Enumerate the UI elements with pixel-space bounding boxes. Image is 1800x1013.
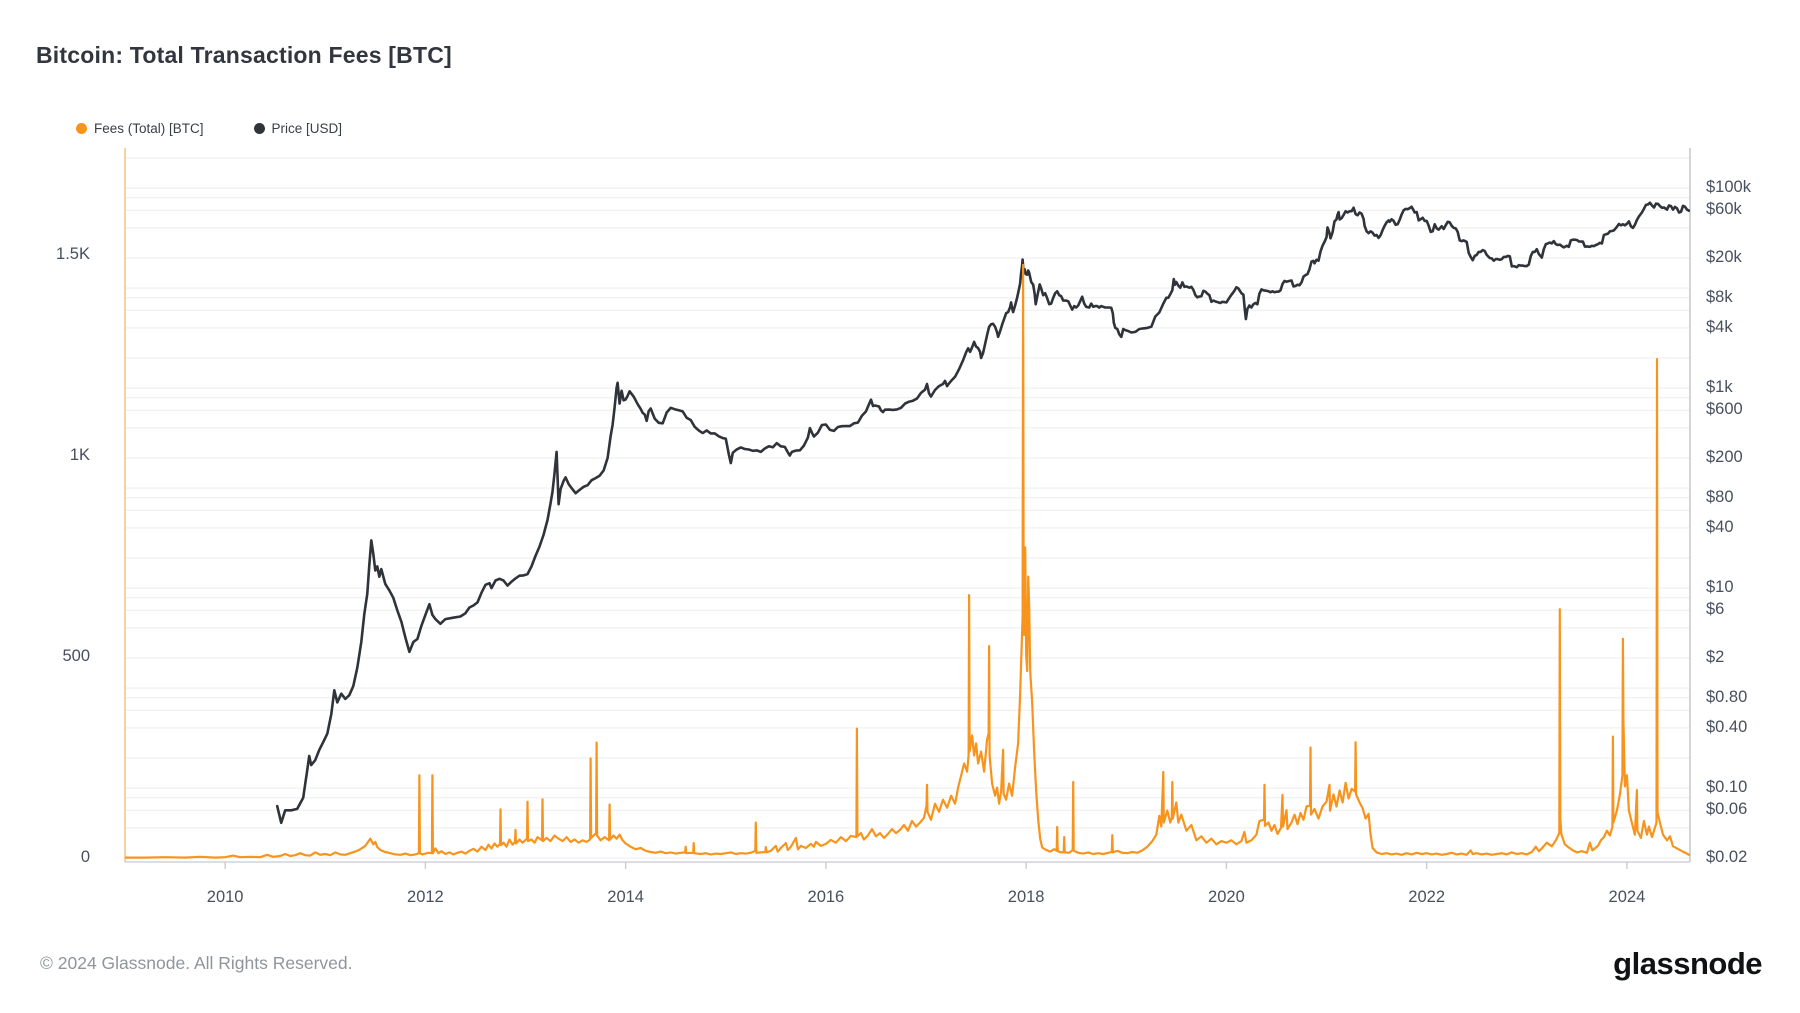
right-axis-tick-label: $2 (1706, 648, 1725, 666)
plot-area[interactable] (125, 148, 1690, 862)
x-axis-tick-label: 2024 (1608, 888, 1646, 906)
fees-series-dot-icon (76, 123, 87, 134)
legend-label-price: Price [USD] (271, 121, 343, 136)
right-axis-tick-label: $100k (1706, 178, 1751, 197)
right-axis-tick-label: $80 (1706, 487, 1734, 506)
right-axis-tick-label: $20k (1706, 248, 1742, 266)
right-axis-tick-label: $4k (1706, 317, 1733, 336)
right-axis-tick-label: $0.06 (1706, 800, 1748, 819)
right-axis-tick-label: $600 (1706, 400, 1743, 419)
legend-item-fees[interactable]: Fees (Total) [BTC] (76, 121, 204, 136)
x-axis-tick-label: 2010 (206, 888, 244, 906)
price-series-line (275, 201, 1690, 825)
x-axis-tick-label: 2018 (1007, 888, 1045, 906)
right-axis-tick-label: $200 (1706, 448, 1743, 466)
chart-title: Bitcoin: Total Transaction Fees [BTC] (36, 42, 452, 68)
legend-item-price[interactable]: Price [USD] (253, 121, 343, 136)
right-axis-tick-label: $1k (1706, 378, 1733, 397)
legend: Fees (Total) [BTC] Price [USD] (76, 121, 342, 136)
right-axis-tick-label: $0.40 (1706, 717, 1748, 736)
x-axis-tick-label: 2012 (407, 888, 444, 906)
right-axis-tick-label: $6 (1706, 600, 1725, 619)
price-series-dot-icon (253, 123, 265, 134)
left-axis-tick-label: 1K (69, 446, 90, 464)
right-axis-tick-label: $0.02 (1706, 848, 1748, 866)
left-axis-tick-label: 0 (80, 848, 90, 866)
x-axis-tick-label: 2022 (1408, 888, 1446, 906)
right-axis-tick-label: $10 (1706, 578, 1734, 597)
x-axis-tick-label: 2016 (807, 888, 845, 906)
left-axis-tick-label: 1.5K (56, 245, 90, 263)
x-axis-tick-label: 2020 (1208, 888, 1245, 906)
fees-series-line (125, 263, 1690, 859)
right-axis-tick-label: $8k (1706, 287, 1733, 306)
copyright-text: © 2024 Glassnode. All Rights Reserved. (40, 953, 353, 973)
right-axis-tick-label: $60k (1706, 200, 1742, 219)
glassnode-logo: glassnode (1613, 946, 1762, 981)
right-axis-tick-label: $0.10 (1706, 778, 1748, 797)
left-axis-tick-label: 500 (62, 647, 90, 665)
legend-label-fees: Fees (Total) [BTC] (94, 121, 204, 136)
right-axis-tick-label: $0.80 (1706, 687, 1748, 706)
x-axis-tick-label: 2014 (607, 888, 644, 906)
right-axis-tick-label: $40 (1706, 517, 1734, 536)
